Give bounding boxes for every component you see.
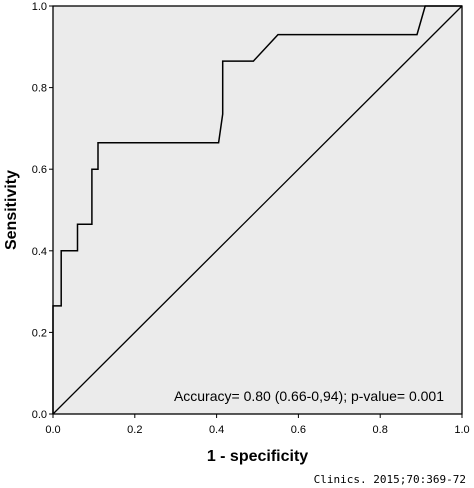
accuracy-annotation: Accuracy= 0.80 (0.66-0,94); p-value= 0.0…	[174, 388, 444, 404]
y-tick-label: 1.0	[32, 1, 47, 13]
y-tick-label: 0.6	[32, 164, 47, 176]
x-tick-label: 0.4	[209, 424, 224, 436]
x-tick-label: 0.0	[45, 424, 60, 436]
x-tick-label: 1.0	[454, 424, 469, 436]
x-tick-label: 0.8	[373, 424, 388, 436]
x-axis-label: 1 - specificity	[207, 448, 308, 465]
reference-diagonal-line	[52, 5, 463, 415]
y-tick-label: 0.0	[32, 409, 47, 421]
x-tick-label: 0.6	[291, 424, 306, 436]
y-tick-label: 0.8	[32, 83, 47, 95]
roc-curve-line	[52, 5, 462, 414]
x-tick-label: 0.2	[127, 424, 142, 436]
y-tick-label: 0.4	[32, 246, 47, 258]
source-note: Clinics. 2015;70:369-72	[314, 473, 466, 486]
y-tick-label: 0.2	[32, 327, 47, 339]
y-axis-label: Sensitivity	[3, 170, 20, 250]
